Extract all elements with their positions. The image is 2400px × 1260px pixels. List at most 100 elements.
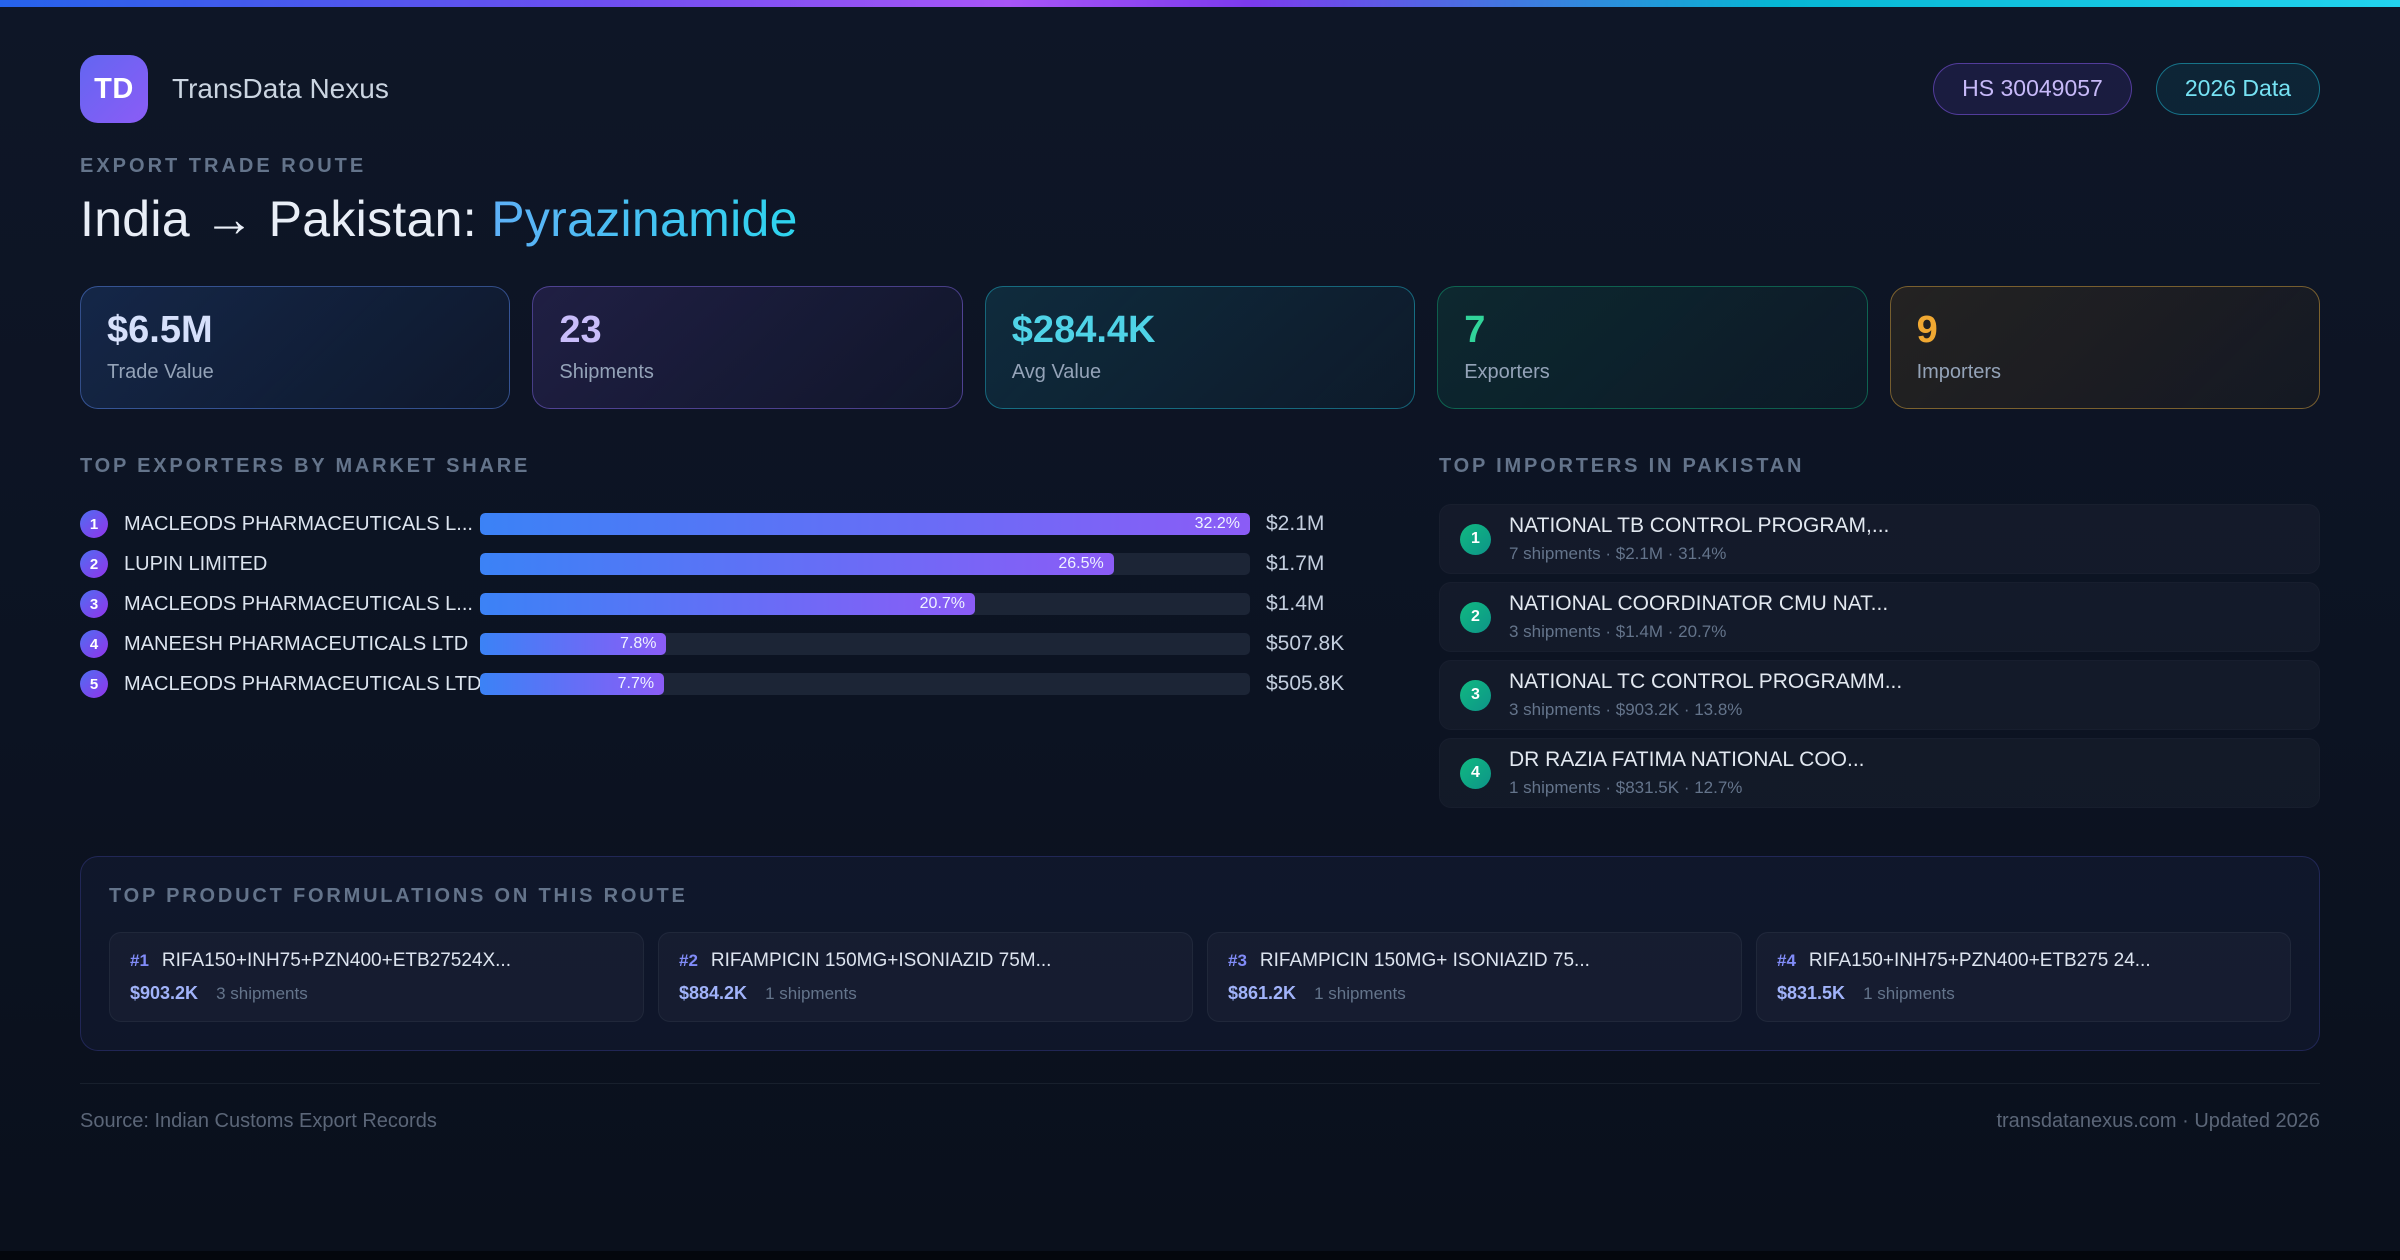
importer-meta: 3 shipments · $903.2K · 13.8% xyxy=(1509,700,1743,719)
exporter-name: LUPIN LIMITED xyxy=(124,552,268,575)
app-name: TransData Nexus xyxy=(172,73,389,104)
importer-row: 2 NATIONAL COORDINATOR CMU NAT... 3 ship… xyxy=(1439,582,2320,652)
rank-badge: 2 xyxy=(1460,601,1491,633)
stat-label: Avg Value xyxy=(1011,361,1102,383)
stat-label: Exporters xyxy=(1464,361,1550,383)
brand: TD TransData Nexus xyxy=(80,55,389,123)
importer-details: NATIONAL COORDINATOR CMU NAT... 3 shipme… xyxy=(1509,592,1888,642)
importer-name: NATIONAL TC CONTROL PROGRAMM... xyxy=(1509,670,1903,693)
formulation-rank: #4 xyxy=(1777,951,1796,970)
importer-row: 4 DR RAZIA FATIMA NATIONAL COO... 1 ship… xyxy=(1439,738,2320,808)
bottom-edge-bar xyxy=(0,1251,2400,1260)
formulation-shipments: 1 shipments xyxy=(1314,984,1406,1003)
exporter-row: 4 MANEESH PHARMACEUTICALS LTD 7.8% $507.… xyxy=(80,624,1376,664)
formulations-panel: TOP PRODUCT FORMULATIONS ON THIS ROUTE #… xyxy=(80,856,2320,1051)
rank-badge: 1 xyxy=(1460,523,1491,555)
formulation-value: $861.2K xyxy=(1228,983,1297,1003)
market-share-bar: 26.5% xyxy=(480,553,1250,575)
market-share-bar: 7.8% xyxy=(480,633,1250,655)
exporter-value: $1.7M xyxy=(1266,552,1325,575)
formulation-value: $884.2K xyxy=(679,983,748,1003)
exporters-heading: TOP EXPORTERS BY MARKET SHARE xyxy=(80,455,531,477)
rank-badge: 5 xyxy=(80,670,108,698)
importer-details: DR RAZIA FATIMA NATIONAL COO... 1 shipme… xyxy=(1509,748,1865,798)
stat-card-exporters: 7 Exporters xyxy=(1437,286,1868,409)
exporter-value: $2.1M xyxy=(1266,512,1325,535)
formulation-shipments: 1 shipments xyxy=(765,984,857,1003)
market-share-bar: 32.2% xyxy=(480,513,1250,535)
exporter-name: MANEESH PHARMACEUTICALS LTD xyxy=(124,632,469,655)
formulation-rank: #1 xyxy=(130,951,149,970)
market-share-bar-fill: 20.7% xyxy=(480,593,976,615)
share-percentage: 20.7% xyxy=(919,595,966,612)
exporter-name: MACLEODS PHARMACEUTICALS L... xyxy=(124,592,473,615)
eyebrow-label: EXPORT TRADE ROUTE xyxy=(80,155,367,177)
stat-card-importers: 9 Importers xyxy=(1889,286,2320,409)
exporter-value: $1.4M xyxy=(1266,592,1325,615)
app-logo: TD xyxy=(80,55,148,123)
importer-meta: 3 shipments · $1.4M · 20.7% xyxy=(1509,622,1727,641)
formulations-grid: #1 RIFA150+INH75+PZN400+ETB27524X... $90… xyxy=(109,932,2291,1022)
formulation-name: RIFA150+INH75+PZN400+ETB275 24... xyxy=(1808,950,2151,971)
importer-row: 3 NATIONAL TC CONTROL PROGRAMM... 3 ship… xyxy=(1439,660,2320,730)
formulation-shipments: 3 shipments xyxy=(216,984,308,1003)
formulation-card: #1 RIFA150+INH75+PZN400+ETB27524X... $90… xyxy=(109,932,644,1022)
importers-section: TOP IMPORTERS IN PAKISTAN 1 NATIONAL TB … xyxy=(1439,455,2320,816)
route-title: India → Pakistan: xyxy=(80,191,477,247)
formulation-value: $831.5K xyxy=(1777,983,1846,1003)
stat-label: Importers xyxy=(1916,361,2002,383)
formulation-title-row: #2 RIFAMPICIN 150MG+ISONIAZID 75M... xyxy=(679,950,1172,972)
stats-row: $6.5M Trade Value 23 Shipments $284.4K A… xyxy=(80,286,2320,409)
importer-row: 1 NATIONAL TB CONTROL PROGRAM,... 7 ship… xyxy=(1439,504,2320,574)
formulation-title-row: #3 RIFAMPICIN 150MG+ ISONIAZID 75... xyxy=(1228,950,1721,972)
rank-badge: 4 xyxy=(1460,757,1491,789)
hs-code-chip[interactable]: HS 30049057 xyxy=(1933,63,2132,115)
main-columns: TOP EXPORTERS BY MARKET SHARE 1 MACLEODS… xyxy=(80,455,2320,816)
market-share-bar-fill: 26.5% xyxy=(480,553,1114,575)
header: TD TransData Nexus HS 30049057 2026 Data xyxy=(80,55,2320,123)
formulation-shipments: 1 shipments xyxy=(1863,984,1955,1003)
dashboard-page: TD TransData Nexus HS 30049057 2026 Data… xyxy=(80,55,2320,1132)
rank-badge: 3 xyxy=(80,590,108,618)
importer-name: DR RAZIA FATIMA NATIONAL COO... xyxy=(1509,748,1865,771)
exporter-row: 1 MACLEODS PHARMACEUTICALS L... 32.2% $2… xyxy=(80,504,1376,544)
stat-value: $284.4K xyxy=(1011,309,1156,351)
rank-badge: 2 xyxy=(80,550,108,578)
stat-value: $6.5M xyxy=(107,309,213,351)
market-share-bar-fill: 7.8% xyxy=(480,633,667,655)
formulation-name: RIFAMPICIN 150MG+ ISONIAZID 75... xyxy=(1259,950,1590,971)
importers-heading: TOP IMPORTERS IN PAKISTAN xyxy=(1439,455,1805,477)
formulation-title-row: #4 RIFA150+INH75+PZN400+ETB275 24... xyxy=(1777,950,2270,972)
formulation-stats-row: $903.2K 3 shipments xyxy=(130,983,623,1004)
rank-badge: 1 xyxy=(80,510,108,538)
year-data-chip[interactable]: 2026 Data xyxy=(2155,63,2320,115)
importer-meta: 7 shipments · $2.1M · 31.4% xyxy=(1509,544,1727,563)
exporter-row: 5 MACLEODS PHARMACEUTICALS LTD 7.7% $505… xyxy=(80,664,1376,704)
share-percentage: 7.8% xyxy=(620,635,657,652)
stat-label: Trade Value xyxy=(107,361,214,383)
footer-site: transdatanexus.com · Updated 2026 xyxy=(1996,1110,2320,1132)
formulation-name: RIFA150+INH75+PZN400+ETB27524X... xyxy=(161,950,511,971)
exporters-section: TOP EXPORTERS BY MARKET SHARE 1 MACLEODS… xyxy=(80,455,1376,704)
header-badges: HS 30049057 2026 Data xyxy=(1933,63,2320,115)
stat-card-shipments: 23 Shipments xyxy=(532,286,963,409)
exporter-row: 2 LUPIN LIMITED 26.5% $1.7M xyxy=(80,544,1376,584)
importer-name: NATIONAL TB CONTROL PROGRAM,... xyxy=(1509,514,1890,537)
exporter-value: $507.8K xyxy=(1266,632,1345,655)
formulation-stats-row: $884.2K 1 shipments xyxy=(679,983,1172,1004)
rank-badge: 4 xyxy=(80,630,108,658)
product-name-accent: Pyrazinamide xyxy=(491,191,798,247)
share-percentage: 26.5% xyxy=(1058,555,1104,572)
formulation-title-row: #1 RIFA150+INH75+PZN400+ETB27524X... xyxy=(130,950,623,972)
importer-details: NATIONAL TB CONTROL PROGRAM,... 7 shipme… xyxy=(1509,514,1889,564)
formulation-value: $903.2K xyxy=(130,983,199,1003)
importer-name: NATIONAL COORDINATOR CMU NAT... xyxy=(1509,592,1889,615)
formulation-card: #3 RIFAMPICIN 150MG+ ISONIAZID 75... $86… xyxy=(1207,932,1742,1022)
rank-badge: 3 xyxy=(1460,679,1491,711)
stat-label: Shipments xyxy=(559,361,654,383)
footer-source: Source: Indian Customs Export Records xyxy=(80,1110,437,1132)
market-share-bar: 7.7% xyxy=(480,673,1250,695)
formulations-heading: TOP PRODUCT FORMULATIONS ON THIS ROUTE xyxy=(109,885,688,907)
exporter-name: MACLEODS PHARMACEUTICALS L... xyxy=(124,512,473,535)
share-percentage: 32.2% xyxy=(1194,515,1240,532)
